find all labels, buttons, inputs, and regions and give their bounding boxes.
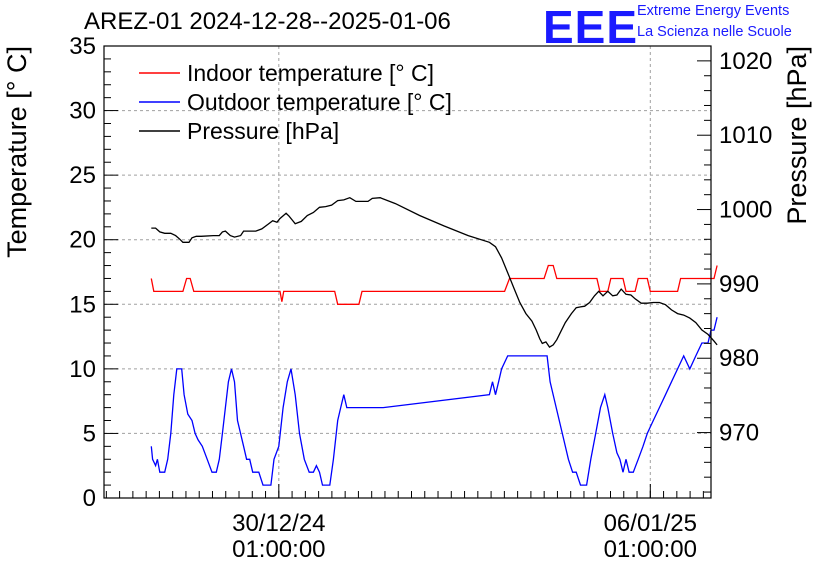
- y2-tick-label: 980: [719, 345, 759, 372]
- grid-lines: [104, 46, 711, 498]
- y-tick-label: 35: [69, 33, 96, 60]
- y-tick-label: 5: [83, 420, 96, 447]
- y-tick-label: 20: [69, 227, 96, 254]
- y-axis-label: Temperature [° C]: [2, 46, 32, 258]
- y2-tick-label: 1000: [719, 197, 772, 224]
- eee-logo: EEE: [543, 1, 639, 53]
- series-lines: [150, 196, 718, 486]
- chart-title: AREZ-01 2024-12-28--2025-01-06: [84, 8, 451, 35]
- y2-axis-label: Pressure [hPa]: [782, 46, 812, 225]
- y-axis-right: 970 980 990 1000 1010 1020: [697, 45, 772, 493]
- y-tick-label: 30: [69, 98, 96, 125]
- legend: Indoor temperature [° C] Outdoor temperat…: [139, 60, 452, 144]
- x-tick-label-time: 01:00:00: [232, 536, 325, 563]
- y2-tick-label: 1010: [719, 122, 772, 149]
- y-tick-label: 25: [69, 162, 96, 189]
- legend-label: Indoor temperature [° C]: [187, 60, 434, 86]
- y-tick-label: 0: [83, 485, 96, 512]
- y2-tick-label: 970: [719, 420, 759, 447]
- y2-tick-label: 990: [719, 271, 759, 298]
- y-tick-label: 15: [69, 291, 96, 318]
- pressure-line: [151, 196, 718, 348]
- legend-label: Pressure [hPa]: [187, 118, 339, 144]
- x-tick-label: 30/12/24: [232, 510, 325, 537]
- y-axis-left: 0 5 10 15 20 25 30 35: [69, 33, 118, 512]
- outdoor-temperature-line: [150, 317, 718, 486]
- y2-tick-label: 1020: [719, 48, 772, 75]
- logo-line-2: La Scienza nelle Scuole: [637, 24, 792, 40]
- logo-line-1: Extreme Energy Events: [637, 3, 790, 19]
- x-tick-label: 06/01/25: [604, 510, 697, 537]
- legend-label: Outdoor temperature [° C]: [187, 89, 452, 115]
- plot-frame: [103, 45, 712, 499]
- y-tick-label: 10: [69, 356, 96, 383]
- x-tick-label-time: 01:00:00: [604, 536, 697, 563]
- indoor-temperature-line: [150, 264, 718, 305]
